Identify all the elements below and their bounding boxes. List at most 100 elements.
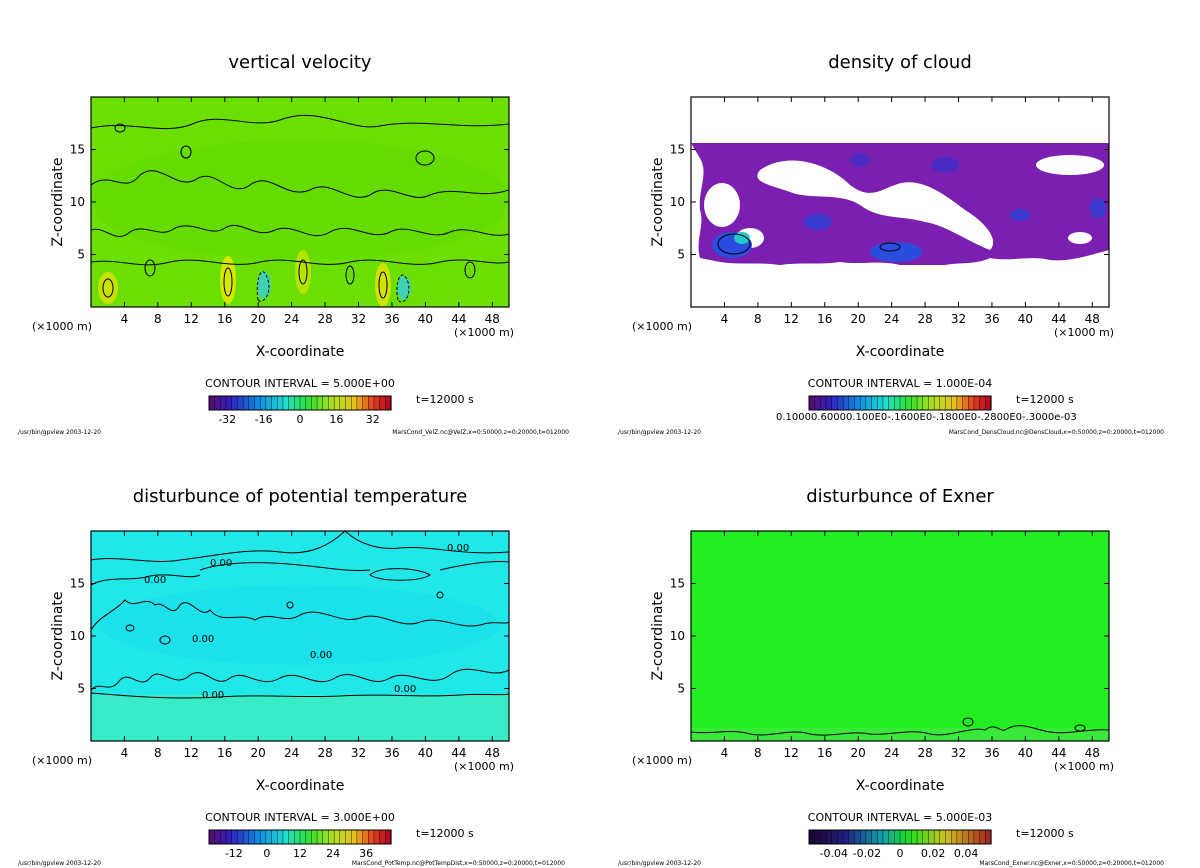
colorbar-cell (316, 395, 324, 411)
colorbar-cell (305, 395, 312, 411)
cloud-hole (1068, 232, 1092, 244)
contour-line (286, 601, 294, 609)
colorbar-cell (356, 829, 364, 845)
colorbar-cell (259, 395, 267, 411)
y-tick-label: 15 (670, 577, 685, 591)
colorbar-cell (225, 395, 233, 411)
colorbar-cell (350, 829, 358, 845)
colorbar-cell (305, 829, 312, 845)
x-tick-label: 24 (284, 312, 299, 326)
x-tick-label: 16 (817, 312, 832, 326)
x-tick-label: 16 (217, 746, 232, 760)
colorbar-cell (254, 829, 261, 845)
panel-title: density of cloud (828, 52, 972, 73)
contour-labels: 0.00 0.00 0.00 0.00 0.00 0.00 0.00 (144, 543, 469, 701)
contour-line (91, 692, 509, 699)
colorbar-cell (916, 395, 924, 411)
panel-exner: disturbunce of Exner 4 8 12 16 20 24 28 32 36 40 4… (618, 486, 1164, 867)
y-tick-label: 5 (677, 248, 685, 262)
colorbar-cell (820, 829, 827, 845)
colorbar-cell (871, 395, 878, 411)
contour-line (91, 531, 346, 562)
colorbar-cell (294, 829, 301, 845)
field-patch (375, 263, 391, 307)
y-axis-label: Z-coordinate (650, 591, 666, 680)
x-tick-label: 24 (884, 746, 899, 760)
x-tick-label: 20 (851, 746, 866, 760)
contour-label: 0.00 (202, 690, 224, 701)
colorbar-cell (294, 395, 301, 411)
field-patch (98, 272, 118, 304)
colorbar-cell (242, 395, 250, 411)
x-tick-label: 32 (951, 312, 966, 326)
contour-line (91, 574, 201, 586)
colorbar-cell (259, 829, 267, 845)
colorbar-cell (254, 395, 261, 411)
field-patch (220, 256, 236, 304)
cloud-blob (850, 153, 870, 167)
footer-left: /usr/bin/gpview 2003-12-20 (618, 860, 701, 867)
contour-label: 0.00 (447, 543, 469, 554)
colorbar-tick-label: 0 (897, 847, 904, 860)
colorbar-cell (328, 829, 335, 845)
colorbar-cell (288, 395, 295, 411)
cloud-blob (734, 232, 750, 244)
colorbar-cell (842, 829, 850, 845)
colorbar-cell (248, 829, 256, 845)
contour-label: 0.00 (310, 650, 332, 661)
y-tick-label: 15 (70, 577, 85, 591)
footer-left: /usr/bin/gpview 2003-12-20 (618, 429, 701, 436)
colorbar-cell (299, 829, 307, 845)
colorbar-frame (208, 829, 392, 845)
colorbar-cell (322, 395, 330, 411)
colorbar-cell (339, 829, 347, 845)
contour-lines (91, 115, 509, 303)
colorbar-cell (894, 829, 901, 845)
contour-lines (717, 233, 901, 255)
footer-right: MarsCond_Exner.nc@Exner,x=0:50000,z=0:20… (979, 860, 1164, 867)
contour-label: 0.00 (210, 558, 232, 569)
colorbar-cell (905, 395, 912, 411)
time-label: t=12000 s (416, 393, 474, 406)
colorbar-cell (985, 395, 992, 411)
contour-line (717, 233, 751, 255)
y-tick-label: 5 (677, 682, 685, 696)
colorbar-cell (208, 829, 216, 845)
x-tick-label: 12 (184, 746, 199, 760)
colorbar: -0.04 -0.02 0 0.02 0.04 (808, 829, 992, 860)
panel-title: vertical velocity (228, 52, 372, 73)
y-tick-label: 10 (70, 195, 85, 209)
x-tick-label: 44 (1051, 312, 1066, 326)
colorbar-cell (950, 395, 958, 411)
y-tick-label: 10 (670, 629, 685, 643)
y-axis-label: Z-coordinate (50, 157, 66, 246)
colorbar-cell (385, 395, 392, 411)
contour-line (345, 265, 355, 285)
time-label: t=12000 s (1016, 393, 1074, 406)
colorbar-cell (877, 829, 884, 845)
x-tick-label: 36 (984, 312, 999, 326)
x-tick-label: 44 (451, 312, 466, 326)
contour-line (464, 261, 476, 279)
colorbar-cell (956, 395, 964, 411)
contour-line (691, 725, 1109, 736)
panel-title: disturbunce of Exner (806, 486, 994, 507)
x-tick-label: 28 (317, 312, 332, 326)
colorbar-cell (933, 395, 941, 411)
colorbar-cell (814, 395, 821, 411)
colorbar-cell (248, 395, 256, 411)
colorbar-tick-label: 16 (329, 413, 343, 426)
contour-label: 0.00 (394, 684, 416, 695)
colorbar-overlap-label: 0.10000.60000.100E0-.1600E0-.1800E0-.280… (776, 412, 1077, 423)
colorbar-cell (956, 829, 964, 845)
colorbar-cell (299, 395, 307, 411)
colorbar-cell (905, 829, 912, 845)
colorbar-frame (808, 395, 992, 411)
colorbar-cell (928, 395, 935, 411)
colorbar-tick-label: 36 (359, 847, 373, 860)
colorbar-tick-label: -0.04 (820, 847, 848, 860)
colorbar-cell (814, 829, 821, 845)
colorbar-cell (265, 829, 273, 845)
footer-left: /usr/bin/gpview 2003-12-20 (18, 860, 101, 867)
colorbar-cell (962, 395, 969, 411)
